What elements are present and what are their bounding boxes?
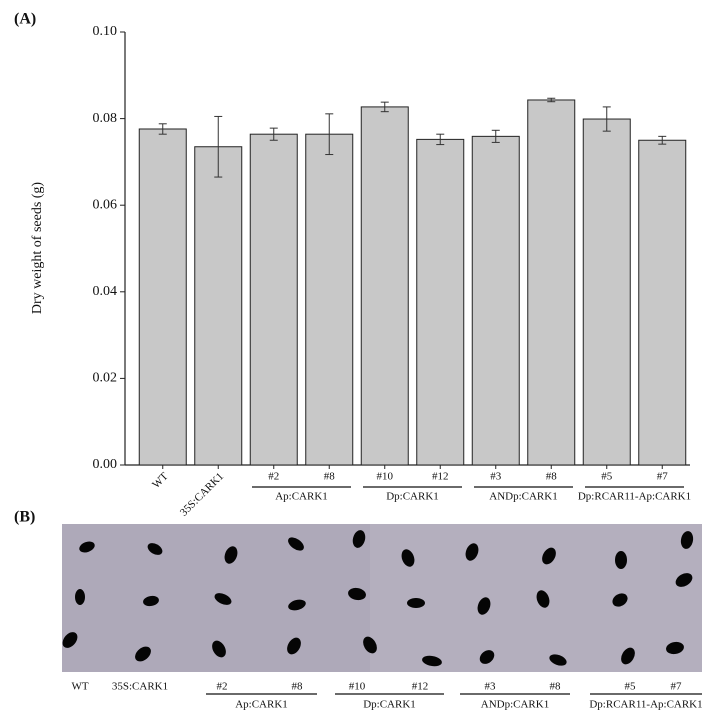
y-tick-label: 0.10: [93, 24, 118, 39]
group-label: ANDp:CARK1: [489, 491, 557, 503]
photo-label: #3: [485, 681, 497, 693]
x-tick-label: #8: [324, 471, 336, 483]
seed-photo: [62, 524, 702, 672]
bar: [138, 128, 187, 466]
x-tick-label: #3: [490, 471, 502, 483]
photo-label: #8: [292, 681, 304, 693]
photo-background: [370, 524, 702, 672]
bar: [638, 139, 687, 466]
photo-label: WT: [71, 681, 88, 693]
photo-group-label: Dp:RCAR11-Ap:CARK1: [589, 699, 702, 711]
photo-label: #12: [412, 681, 429, 693]
photo-label: #8: [550, 681, 562, 693]
x-tick-label: 35S:CARK1: [178, 470, 226, 518]
bar: [582, 118, 631, 466]
bar: [416, 138, 465, 466]
y-tick-label: 0.00: [93, 457, 118, 472]
photo-label: #7: [671, 681, 683, 693]
y-tick-label: 0.04: [93, 284, 118, 299]
x-tick-label: #5: [601, 471, 613, 483]
panel-label: (A): [14, 11, 36, 28]
bar: [527, 99, 576, 466]
x-tick-label: #8: [546, 471, 558, 483]
bar: [360, 106, 409, 466]
y-axis-label: Dry weight of seeds (g): [30, 182, 45, 315]
photo-group-label: ANDp:CARK1: [481, 699, 549, 711]
photo-group-label: Ap:CARK1: [235, 699, 288, 711]
x-tick-label: #2: [268, 471, 279, 483]
photo-label: 35S:CARK1: [112, 681, 168, 693]
panel-label: (B): [14, 509, 35, 526]
x-tick-label: #10: [377, 471, 394, 483]
x-tick-label: #12: [432, 471, 449, 483]
x-tick-label: #7: [657, 471, 669, 483]
y-tick-label: 0.02: [93, 371, 118, 386]
x-tick-label: WT: [150, 470, 171, 491]
group-label: Dp:CARK1: [386, 491, 439, 503]
y-tick-label: 0.06: [93, 197, 118, 212]
bar: [305, 133, 354, 466]
bar: [249, 133, 298, 466]
group-label: Dp:RCAR11-Ap:CARK1: [578, 491, 691, 503]
bar: [194, 146, 243, 466]
photo-label: #10: [349, 681, 366, 693]
photo-label: #2: [217, 681, 228, 693]
y-tick-label: 0.08: [93, 111, 118, 126]
group-label: Ap:CARK1: [275, 491, 328, 503]
photo-group-label: Dp:CARK1: [363, 699, 416, 711]
seeds: [62, 530, 694, 667]
photo-label: #5: [625, 681, 637, 693]
bar: [471, 135, 520, 466]
